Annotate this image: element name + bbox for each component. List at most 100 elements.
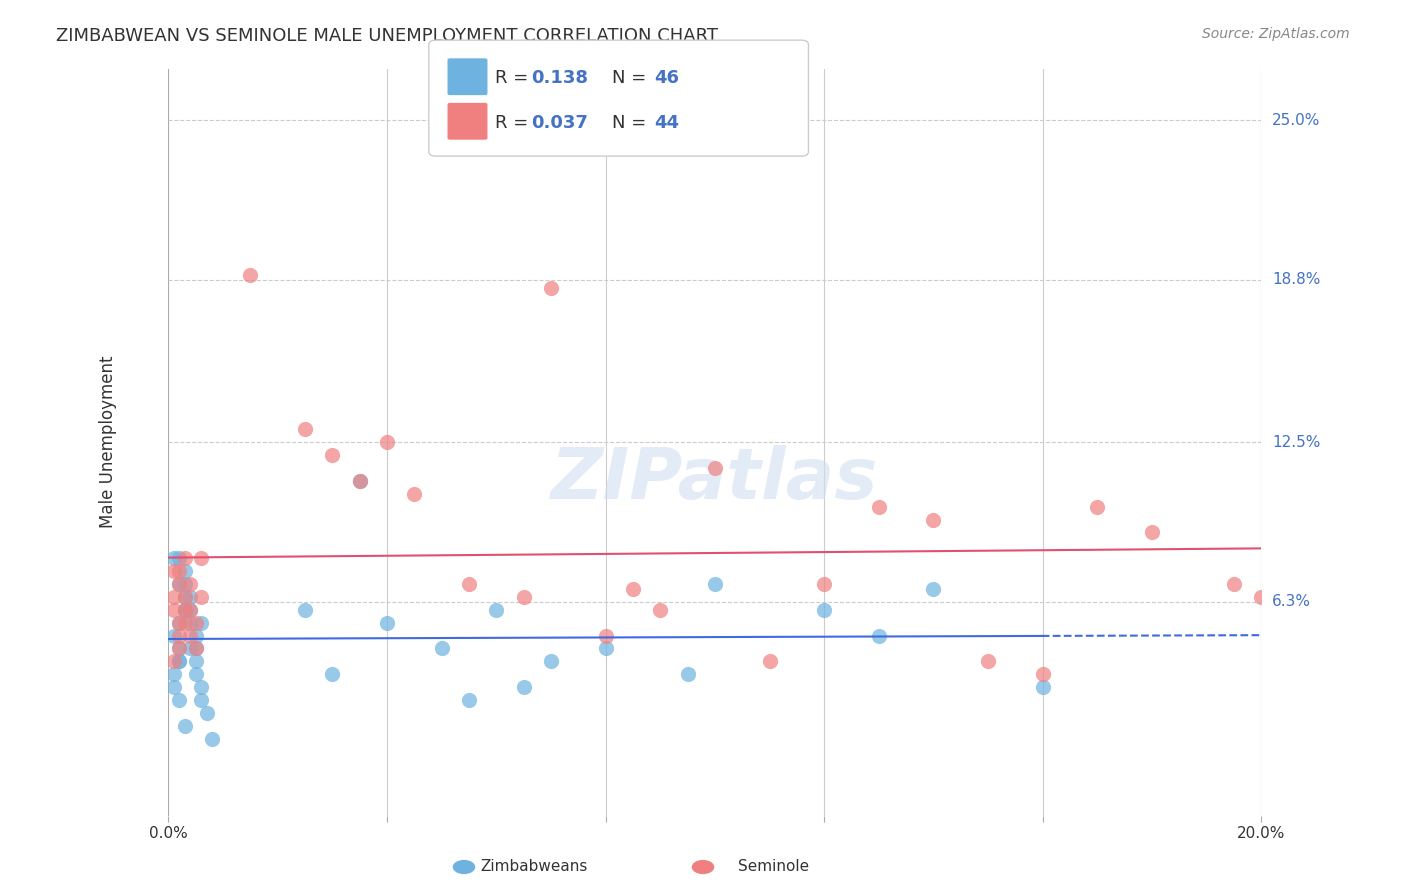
- Point: [1140, 525, 1163, 540]
- Point: [1250, 590, 1272, 604]
- Point: [595, 641, 617, 656]
- Point: [977, 654, 1000, 668]
- Text: 18.8%: 18.8%: [1272, 272, 1320, 287]
- Point: [458, 577, 481, 591]
- Point: [512, 680, 534, 694]
- Point: [595, 628, 617, 642]
- Point: [163, 628, 186, 642]
- Point: [173, 603, 195, 617]
- Point: [540, 280, 562, 294]
- Text: 46: 46: [654, 70, 679, 87]
- Point: [190, 551, 212, 566]
- Point: [430, 100, 453, 114]
- Point: [167, 654, 190, 668]
- Point: [512, 590, 534, 604]
- Point: [167, 564, 190, 578]
- Point: [167, 551, 190, 566]
- Point: [167, 654, 190, 668]
- Point: [179, 590, 201, 604]
- Point: [163, 564, 186, 578]
- Point: [758, 654, 780, 668]
- Point: [458, 693, 481, 707]
- Point: [349, 474, 371, 488]
- Text: 0.037: 0.037: [531, 114, 588, 132]
- Point: [184, 628, 207, 642]
- Point: [201, 731, 224, 746]
- Text: 0.138: 0.138: [531, 70, 589, 87]
- Point: [167, 615, 190, 630]
- Point: [179, 615, 201, 630]
- Text: Source: ZipAtlas.com: Source: ZipAtlas.com: [1202, 27, 1350, 41]
- Point: [430, 641, 453, 656]
- Point: [1032, 667, 1054, 681]
- Point: [650, 603, 672, 617]
- Point: [163, 590, 186, 604]
- Text: ZIMBABWEAN VS SEMINOLE MALE UNEMPLOYMENT CORRELATION CHART: ZIMBABWEAN VS SEMINOLE MALE UNEMPLOYMENT…: [56, 27, 718, 45]
- Point: [239, 268, 262, 282]
- Point: [321, 667, 343, 681]
- Point: [163, 654, 186, 668]
- Point: [294, 603, 316, 617]
- Point: [173, 615, 195, 630]
- Text: N =: N =: [612, 70, 651, 87]
- Point: [375, 615, 398, 630]
- Text: 25.0%: 25.0%: [1272, 112, 1320, 128]
- Point: [703, 577, 725, 591]
- Point: [167, 615, 190, 630]
- Point: [173, 603, 195, 617]
- Point: [1223, 577, 1246, 591]
- Point: [173, 590, 195, 604]
- Point: [167, 641, 190, 656]
- Point: [868, 500, 890, 514]
- Point: [163, 680, 186, 694]
- Point: [813, 603, 835, 617]
- Point: [375, 435, 398, 450]
- Point: [163, 667, 186, 681]
- Text: R =: R =: [495, 114, 540, 132]
- Point: [190, 693, 212, 707]
- Point: [1032, 680, 1054, 694]
- Point: [179, 603, 201, 617]
- Point: [184, 667, 207, 681]
- Point: [813, 577, 835, 591]
- Text: 44: 44: [654, 114, 679, 132]
- Point: [540, 654, 562, 668]
- Text: Seminole: Seminole: [738, 859, 808, 874]
- Point: [184, 641, 207, 656]
- Text: R =: R =: [495, 70, 540, 87]
- Text: Zimbabweans: Zimbabweans: [481, 859, 588, 874]
- Point: [184, 641, 207, 656]
- Text: Male Unemployment: Male Unemployment: [100, 356, 117, 528]
- Point: [190, 590, 212, 604]
- Point: [868, 628, 890, 642]
- Point: [676, 667, 699, 681]
- Point: [163, 551, 186, 566]
- Point: [167, 577, 190, 591]
- Point: [167, 577, 190, 591]
- Point: [190, 615, 212, 630]
- Point: [349, 474, 371, 488]
- Point: [184, 654, 207, 668]
- Point: [485, 603, 508, 617]
- Point: [173, 564, 195, 578]
- Point: [179, 603, 201, 617]
- Text: 6.3%: 6.3%: [1272, 594, 1312, 609]
- Point: [173, 719, 195, 733]
- Point: [703, 461, 725, 475]
- Point: [404, 487, 426, 501]
- Point: [190, 680, 212, 694]
- Point: [195, 706, 218, 720]
- Point: [179, 641, 201, 656]
- Point: [163, 603, 186, 617]
- Text: 12.5%: 12.5%: [1272, 434, 1320, 450]
- Point: [173, 590, 195, 604]
- Point: [167, 641, 190, 656]
- Text: N =: N =: [612, 114, 651, 132]
- Point: [922, 512, 945, 526]
- Point: [173, 577, 195, 591]
- Point: [922, 582, 945, 596]
- Point: [179, 628, 201, 642]
- Point: [173, 551, 195, 566]
- Point: [167, 628, 190, 642]
- Point: [1087, 500, 1109, 514]
